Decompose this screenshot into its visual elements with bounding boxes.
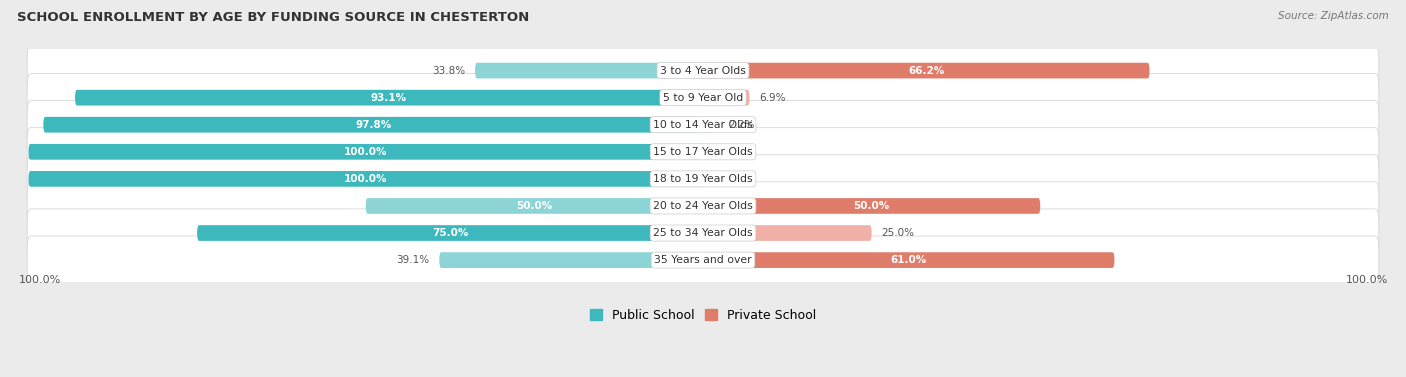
FancyBboxPatch shape (75, 90, 703, 106)
FancyBboxPatch shape (366, 198, 703, 214)
FancyBboxPatch shape (28, 144, 703, 160)
Text: 2.2%: 2.2% (728, 120, 755, 130)
Text: 15 to 17 Year Olds: 15 to 17 Year Olds (654, 147, 752, 157)
FancyBboxPatch shape (475, 63, 703, 78)
Text: 100.0%: 100.0% (18, 274, 60, 285)
FancyBboxPatch shape (27, 209, 1379, 257)
FancyBboxPatch shape (27, 182, 1379, 230)
FancyBboxPatch shape (27, 101, 1379, 149)
Bar (703, 225, 872, 241)
FancyBboxPatch shape (27, 155, 1379, 203)
Text: 39.1%: 39.1% (396, 255, 429, 265)
Bar (703, 90, 749, 106)
Bar (439, 252, 703, 268)
FancyBboxPatch shape (197, 225, 703, 241)
FancyBboxPatch shape (27, 74, 1379, 122)
Text: 25.0%: 25.0% (882, 228, 915, 238)
Text: 93.1%: 93.1% (371, 93, 408, 103)
Bar (28, 171, 703, 187)
Text: 35 Years and over: 35 Years and over (654, 255, 752, 265)
Bar (44, 117, 703, 133)
Text: 61.0%: 61.0% (890, 255, 927, 265)
FancyBboxPatch shape (27, 128, 1379, 176)
Bar (197, 225, 703, 241)
FancyBboxPatch shape (27, 236, 1379, 284)
Bar (703, 252, 1115, 268)
Text: 3 to 4 Year Olds: 3 to 4 Year Olds (659, 66, 747, 76)
Bar (75, 90, 703, 106)
FancyBboxPatch shape (28, 171, 703, 187)
FancyBboxPatch shape (703, 63, 1150, 78)
FancyBboxPatch shape (27, 46, 1379, 95)
Text: 75.0%: 75.0% (432, 228, 468, 238)
FancyBboxPatch shape (703, 117, 718, 133)
Text: Source: ZipAtlas.com: Source: ZipAtlas.com (1278, 11, 1389, 21)
Text: 6.9%: 6.9% (759, 93, 786, 103)
Bar (703, 117, 718, 133)
Bar (366, 198, 703, 214)
Legend: Public School, Private School: Public School, Private School (585, 304, 821, 327)
Text: 20 to 24 Year Olds: 20 to 24 Year Olds (654, 201, 752, 211)
Text: SCHOOL ENROLLMENT BY AGE BY FUNDING SOURCE IN CHESTERTON: SCHOOL ENROLLMENT BY AGE BY FUNDING SOUR… (17, 11, 529, 24)
Text: 100.0%: 100.0% (344, 147, 388, 157)
Bar (703, 198, 1040, 214)
FancyBboxPatch shape (703, 225, 872, 241)
Text: 50.0%: 50.0% (853, 201, 890, 211)
Text: 10 to 14 Year Olds: 10 to 14 Year Olds (654, 120, 752, 130)
Bar (703, 63, 1150, 78)
Text: 97.8%: 97.8% (356, 120, 391, 130)
Text: 100.0%: 100.0% (344, 174, 388, 184)
FancyBboxPatch shape (439, 252, 703, 268)
Bar (28, 144, 703, 160)
FancyBboxPatch shape (703, 198, 1040, 214)
Text: 100.0%: 100.0% (1346, 274, 1388, 285)
Text: 18 to 19 Year Olds: 18 to 19 Year Olds (654, 174, 752, 184)
Text: 25 to 34 Year Olds: 25 to 34 Year Olds (654, 228, 752, 238)
Text: 5 to 9 Year Old: 5 to 9 Year Old (662, 93, 744, 103)
FancyBboxPatch shape (44, 117, 703, 133)
FancyBboxPatch shape (703, 90, 749, 106)
Text: 33.8%: 33.8% (432, 66, 465, 76)
FancyBboxPatch shape (703, 252, 1115, 268)
Text: 50.0%: 50.0% (516, 201, 553, 211)
Text: 66.2%: 66.2% (908, 66, 945, 76)
Bar (475, 63, 703, 78)
